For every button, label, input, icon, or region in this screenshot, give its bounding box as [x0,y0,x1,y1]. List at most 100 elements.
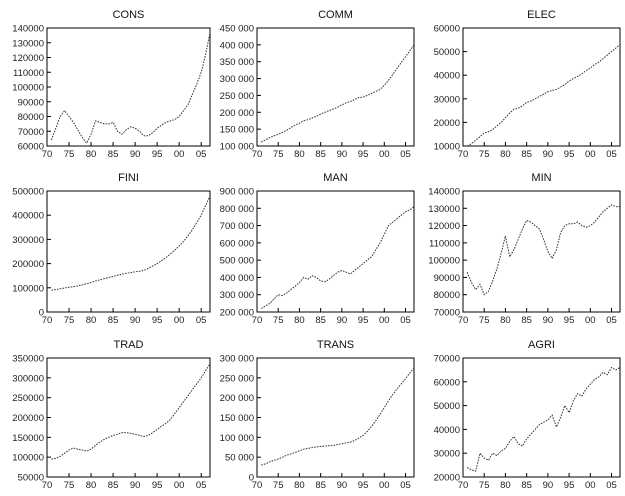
x-tick-label: 05 [400,149,411,160]
y-tick-label: 400000 [12,211,44,222]
y-tick-label: 200 000 [220,393,254,404]
x-tick-label: 05 [606,480,617,491]
y-tick-label: 100000 [12,283,44,294]
x-tick-label: 80 [294,480,305,491]
y-tick-label: 90000 [18,97,44,108]
y-tick-label: 250 000 [220,91,254,102]
x-tick-label: 85 [108,480,119,491]
x-tick-label: 75 [64,149,75,160]
y-tick-label: 600 000 [220,238,254,249]
chart-title: AGRI [528,339,555,351]
y-tick-label: 250000 [12,393,44,404]
x-tick-label: 70 [42,149,53,160]
x-tick-label: 70 [458,315,469,326]
x-tick-label: 85 [315,315,326,326]
x-tick-label: 75 [273,315,284,326]
x-tick-label: 95 [358,480,369,491]
x-tick-label: 85 [521,149,532,160]
y-tick-label: 150000 [12,433,44,444]
y-tick-label: 40000 [434,71,460,82]
y-tick-label: 140000 [12,24,44,35]
y-tick-label: 70000 [434,308,460,319]
chart-title: COMM [318,9,353,21]
y-tick-label: 100 000 [220,142,254,153]
y-tick-label: 150 000 [220,125,254,136]
plot-frame [462,357,621,478]
x-tick-label: 05 [400,480,411,491]
x-tick-label: 85 [108,315,119,326]
x-tick-label: 90 [337,315,348,326]
plot-frame [256,27,415,147]
x-tick-label: 75 [273,149,284,160]
x-tick-label: 00 [585,315,596,326]
y-tick-label: 50000 [434,47,460,58]
chart-panel-comm: COMM 100 000 150 000 200 000 250 000 300 000 3… [220,9,415,160]
x-tick-label: 80 [294,149,305,160]
y-tick-label: 40000 [434,425,460,436]
x-tick-label: 00 [174,480,185,491]
y-tick-label: 300000 [12,373,44,384]
x-tick-label: 75 [479,315,490,326]
y-tick-label: 0 [39,308,44,319]
x-tick-label: 80 [86,480,97,491]
x-tick-label: 85 [315,149,326,160]
series-line-man [260,206,415,309]
y-tick-label: 60000 [434,377,460,388]
x-tick-label: 85 [521,480,532,491]
chart-panel-trad: TRAD 50000 100000 150000 200000 250000 300000 3… [12,339,211,491]
x-tick-label: 80 [500,315,511,326]
x-tick-label: 00 [379,480,390,491]
x-tick-label: 70 [458,480,469,491]
x-tick-label: 75 [479,149,490,160]
x-tick-label: 90 [543,480,554,491]
x-tick-label: 70 [252,480,263,491]
y-tick-label: 500000 [12,187,44,198]
y-tick-label: 300 000 [220,290,254,301]
y-tick-label: 140000 [428,187,460,198]
x-tick-label: 00 [174,149,185,160]
y-tick-label: 250 000 [220,373,254,384]
y-tick-label: 30000 [434,94,460,105]
y-tick-label: 200000 [12,259,44,270]
y-tick-label: 20000 [434,118,460,129]
y-tick-label: 70000 [434,354,460,365]
x-tick-label: 05 [196,149,207,160]
y-tick-label: 130000 [12,38,44,49]
x-tick-label: 90 [543,149,554,160]
y-tick-label: 150 000 [220,413,254,424]
x-tick-label: 05 [196,480,207,491]
series-line-agri [466,366,621,472]
x-tick-label: 75 [64,480,75,491]
x-tick-label: 05 [606,149,617,160]
x-tick-label: 95 [152,315,163,326]
x-tick-label: 90 [130,149,141,160]
y-tick-label: 800 000 [220,204,254,215]
chart-title: MIN [531,172,551,184]
y-tick-label: 200000 [12,413,44,424]
plot-frame [46,357,211,478]
chart-panel-cons: CONS 60000 70000 80000 90000 100000 110000 1200… [12,9,211,160]
x-tick-label: 80 [294,315,305,326]
x-tick-label: 95 [358,315,369,326]
chart-title: FINI [118,172,139,184]
x-tick-label: 00 [379,149,390,160]
chart-panel-fini: FINI 0 100000 200000 300000 400000 500000 70 75 8… [12,172,211,326]
y-tick-label: 300 000 [220,74,254,85]
x-tick-label: 90 [337,480,348,491]
y-tick-label: 300 000 [220,354,254,365]
series-line-trans [261,367,415,466]
y-tick-label: 900 000 [220,187,254,198]
x-tick-label: 00 [585,480,596,491]
x-tick-label: 70 [42,480,53,491]
x-tick-label: 85 [315,480,326,491]
y-tick-label: 700 000 [220,221,254,232]
x-tick-label: 00 [379,315,390,326]
series-line-elec [466,44,621,147]
plot-frame [46,27,211,147]
y-tick-label: 50000 [18,473,44,484]
chart-panel-man: MAN 200 000 300 000 400 000 500 000 600 000 70… [220,172,415,326]
y-tick-label: 60000 [18,142,44,153]
x-tick-label: 05 [196,315,207,326]
y-tick-label: 60000 [434,24,460,35]
